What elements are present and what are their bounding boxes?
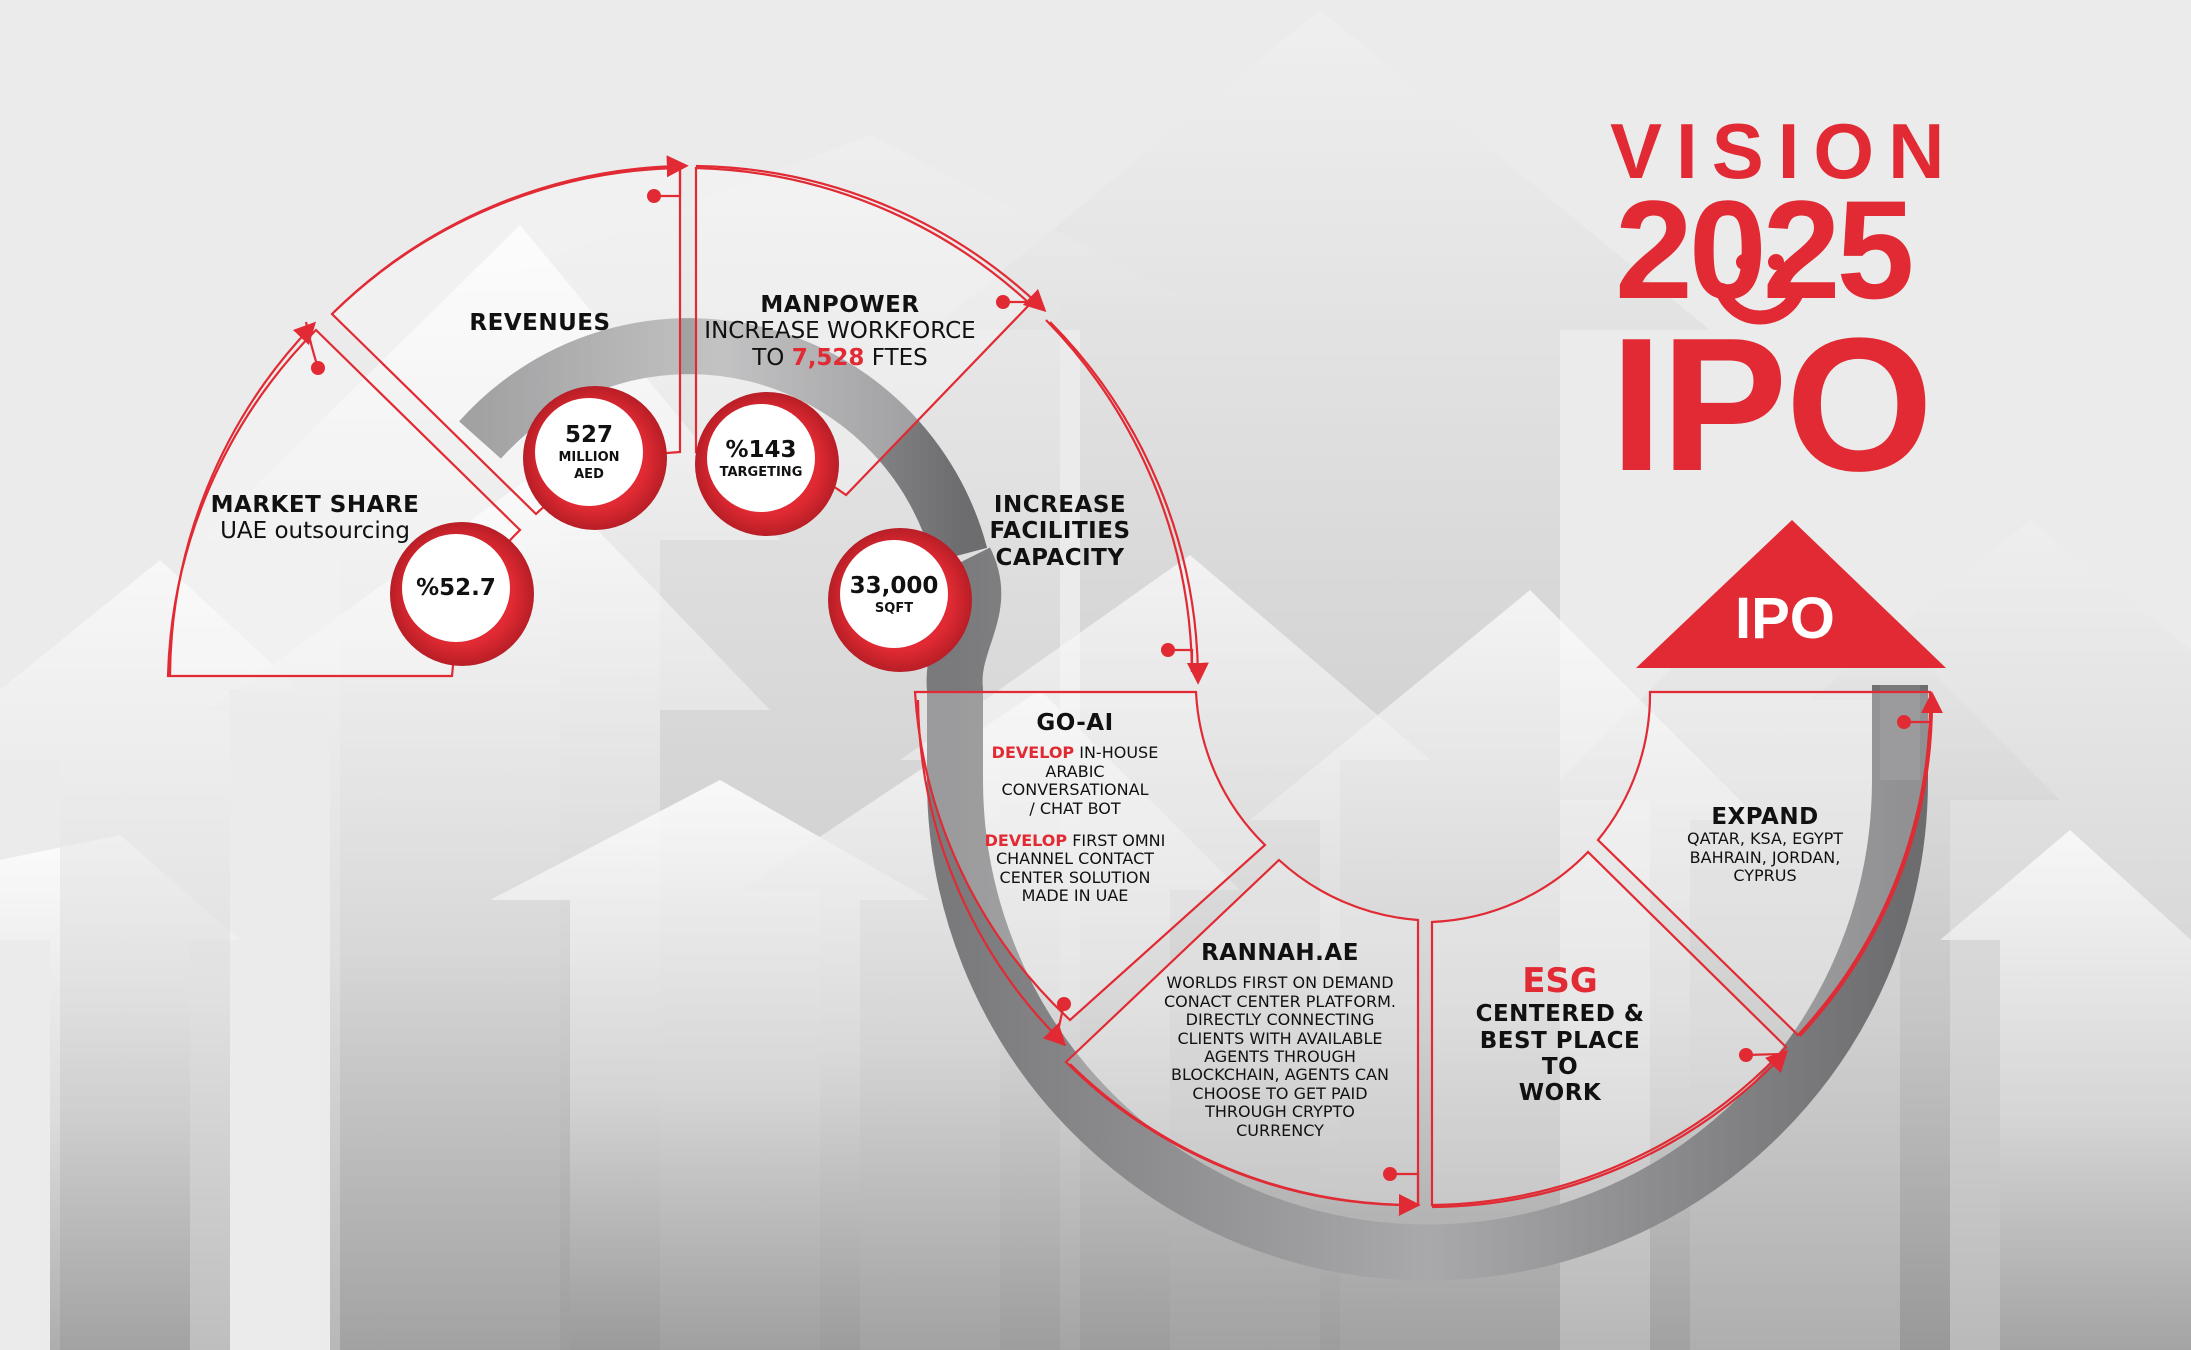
badges [390,386,972,672]
expand-line1: QATAR, KSA, EGYPT [1686,829,1844,849]
rannah-line-4: AGENTS THROUGH [1204,1047,1356,1066]
progress-track [459,318,1928,1281]
market-share-subtitle: UAE outsourcing [220,518,410,545]
esg-label: ESG CENTERED & BEST PLACE TO WORK [1460,961,1660,1107]
facilities-badge: 33,000 SQFT [840,540,948,648]
facilities-line3: CAPACITY [995,544,1125,571]
revenues-title: REVENUES [469,310,611,336]
revenues-unit-1: MILLION [558,450,620,465]
rannah-line-0: WORLDS FIRST ON DEMAND [1166,973,1394,993]
manpower-badge-label: TARGETING [719,464,803,480]
rannah-line-5: BLOCKCHAIN, AGENTS CAN [1171,1065,1389,1085]
market-share-value: %52.7 [416,575,496,601]
manpower-title: MANPOWER [760,292,920,318]
rannah-title: RANNAH.AE [1201,940,1359,966]
revenues-unit-2: AED [574,467,604,482]
facilities-label: INCREASE FACILITIES CAPACITY [975,492,1145,571]
rannah-line-6: CHOOSE TO GET PAID [1192,1083,1368,1103]
go-ai-p2: DEVELOP FIRST OMNI CHANNEL CONTACT CENTE… [984,831,1166,906]
vision-label: VISION [1610,107,1959,195]
rannah-label: RANNAH.AE WORLDS FIRST ON DEMAND CONACT … [1150,940,1410,1140]
rannah-line-1: CONACT CENTER PLATFORM. [1164,991,1396,1011]
manpower-value: %143 [725,436,797,463]
expand-label: EXPAND QATAR, KSA, EGYPT BAHRAIN, JORDAN… [1660,804,1870,886]
revenues-badge: 527 MILLION AED [535,398,643,506]
rannah-line-3: CLIENTS WITH AVAILABLE [1177,1028,1383,1048]
manpower-line2: TO 7,528 FTES [752,344,928,371]
manpower-target: 7,528 [791,344,865,371]
revenues-value: 527 [564,422,613,448]
esg-line3: WORK [1518,1080,1602,1107]
ipo-title: IPO [1610,299,1933,511]
expand-line3: CYPRUS [1733,866,1797,886]
expand-title: EXPAND [1711,804,1819,830]
manpower-line1: INCREASE WORKFORCE [704,318,976,345]
manpower-label: MANPOWER INCREASE WORKFORCE TO 7,528 FTE… [690,292,990,371]
go-ai-p1: DEVELOP IN-HOUSE ARABIC CONVERSATIONAL /… [991,743,1159,818]
rannah-line-2: DIRECTLY CONNECTING [1185,1010,1375,1030]
esg-line1: CENTERED & [1475,1001,1645,1028]
facilities-value: 33,000 [849,572,939,599]
rannah-line-7: THROUGH CRYPTO [1205,1102,1355,1122]
manpower-badge: %143 TARGETING [707,404,815,512]
go-ai-title: GO-AI [1036,710,1114,736]
facilities-line2: FACILITIES [989,518,1131,545]
ipo-triangle-label: IPO [1735,586,1835,651]
vision-year-text: 2025 [1615,171,1914,328]
market-share-title: MARKET SHARE [210,492,420,518]
smiley-icon [1715,254,1805,325]
expand-line2: BAHRAIN, JORDAN, [1689,847,1841,867]
facilities-badge-label: SQFT [874,600,914,616]
dot-markers [311,189,1911,1181]
facilities-line1: INCREASE [993,492,1127,518]
market-share-badge: %52.7 [402,534,510,642]
go-ai-label: GO-AI DEVELOP IN-HOUSE ARABIC CONVERSATI… [975,710,1175,906]
esg-title: ESG [1522,961,1598,1001]
esg-line2: BEST PLACE TO [1479,1027,1641,1080]
rannah-line-8: CURRENCY [1236,1120,1324,1140]
ipo-triangle [1636,520,1946,668]
market-share-label: MARKET SHARE UAE outsourcing [200,492,430,545]
vision-year: 2025 [1615,180,1914,320]
